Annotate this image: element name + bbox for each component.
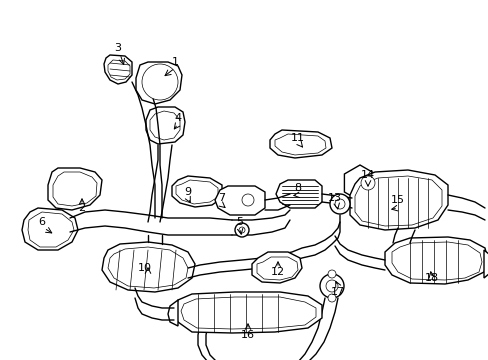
- Polygon shape: [181, 297, 315, 329]
- Circle shape: [327, 294, 335, 302]
- Text: 9: 9: [184, 187, 191, 197]
- Text: 4: 4: [174, 113, 181, 123]
- Circle shape: [319, 274, 343, 298]
- Polygon shape: [483, 250, 488, 278]
- Text: 10: 10: [138, 263, 152, 273]
- Polygon shape: [176, 180, 218, 204]
- Text: 8: 8: [294, 183, 301, 193]
- Polygon shape: [53, 172, 97, 206]
- Polygon shape: [104, 55, 132, 84]
- Polygon shape: [168, 300, 178, 326]
- Polygon shape: [344, 165, 375, 201]
- Circle shape: [146, 68, 174, 96]
- Polygon shape: [274, 134, 325, 155]
- Text: 7: 7: [218, 193, 225, 203]
- Text: 2: 2: [78, 203, 85, 213]
- Circle shape: [327, 270, 335, 278]
- Text: 1: 1: [171, 57, 178, 67]
- Circle shape: [242, 194, 253, 206]
- Polygon shape: [150, 111, 180, 140]
- Text: 14: 14: [360, 170, 374, 180]
- Circle shape: [329, 194, 349, 214]
- Polygon shape: [28, 212, 74, 247]
- Text: 6: 6: [39, 217, 45, 227]
- Text: 15: 15: [390, 195, 404, 205]
- Polygon shape: [215, 186, 264, 215]
- Polygon shape: [172, 176, 222, 207]
- Polygon shape: [269, 130, 331, 158]
- Polygon shape: [251, 252, 302, 283]
- Circle shape: [239, 227, 244, 233]
- Text: 5: 5: [236, 217, 243, 227]
- Polygon shape: [275, 180, 321, 208]
- Polygon shape: [257, 257, 297, 280]
- Polygon shape: [48, 168, 102, 210]
- Polygon shape: [174, 292, 321, 333]
- Circle shape: [153, 75, 167, 89]
- Polygon shape: [349, 170, 447, 230]
- Text: 12: 12: [270, 267, 285, 277]
- Text: 17: 17: [330, 287, 345, 297]
- Text: 3: 3: [114, 43, 121, 53]
- Circle shape: [325, 280, 337, 292]
- Circle shape: [360, 176, 374, 190]
- Text: 16: 16: [241, 330, 254, 340]
- Polygon shape: [108, 247, 187, 288]
- Text: 18: 18: [424, 273, 438, 283]
- Polygon shape: [391, 242, 481, 280]
- Polygon shape: [22, 208, 78, 250]
- Polygon shape: [146, 107, 184, 144]
- Text: 13: 13: [327, 193, 341, 203]
- Polygon shape: [354, 176, 441, 226]
- Polygon shape: [102, 242, 195, 292]
- Circle shape: [334, 199, 345, 209]
- Polygon shape: [136, 62, 182, 104]
- Polygon shape: [108, 60, 130, 80]
- Circle shape: [235, 223, 248, 237]
- Text: 11: 11: [290, 133, 305, 143]
- Circle shape: [142, 64, 178, 100]
- Polygon shape: [384, 237, 487, 284]
